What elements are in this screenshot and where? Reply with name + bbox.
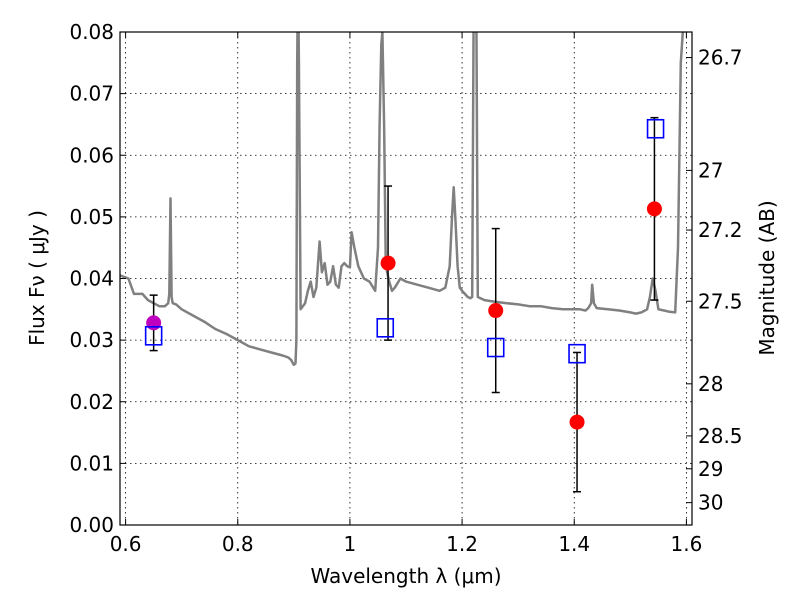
y-tick-label: 0.06	[69, 143, 114, 167]
y-axis-title: Flux Fν ( μJy )	[25, 210, 49, 346]
data-point	[146, 315, 162, 331]
model-point	[376, 317, 395, 338]
x-tick-label: 1.4	[558, 532, 590, 556]
plot-area	[120, 32, 685, 367]
x-axis-title: Wavelength λ (μm)	[310, 564, 501, 588]
y-tick-label: 0.03	[69, 328, 114, 352]
model-point	[646, 118, 665, 139]
y-tick-label: 0.02	[69, 390, 114, 414]
y-tick-label: 0.07	[69, 82, 114, 106]
x-axis: 0.6 0.8 1 1.2 1.4 1.6	[110, 32, 702, 556]
y-tick-label: 0.04	[69, 267, 114, 291]
data-point	[380, 255, 396, 271]
model-point	[486, 337, 505, 358]
y2-tick-label: 30	[698, 491, 723, 515]
data-point	[646, 201, 662, 217]
model-point	[144, 326, 163, 346]
x-tick-label: 0.8	[222, 532, 254, 556]
y-axis-right: 26.7 27 27.2 27.5 28 28.5 29 30	[686, 46, 743, 515]
markers	[144, 116, 665, 493]
y2-tick-label: 27.5	[698, 289, 743, 313]
y-tick-label: 0.01	[69, 451, 114, 475]
data-point	[488, 303, 504, 319]
x-tick-label: 0.6	[110, 532, 142, 556]
y2-tick-label: 27.2	[698, 218, 743, 242]
spectrum-line	[120, 32, 685, 367]
x-tick-label: 1	[344, 532, 357, 556]
y-tick-label: 0.00	[69, 513, 114, 537]
y2-axis-title: Magnitude (AB)	[755, 200, 779, 355]
y2-tick-label: 26.7	[698, 46, 743, 70]
y2-tick-label: 28.5	[698, 424, 743, 448]
x-tick-label: 1.2	[446, 532, 478, 556]
y-tick-label: 0.05	[69, 205, 114, 229]
data-point	[569, 414, 585, 430]
y-tick-label: 0.08	[69, 20, 114, 44]
y-axis-left: 0.00 0.01 0.02 0.03 0.04 0.05 0.06 0.07 0.08	[69, 20, 126, 537]
y2-tick-label: 29	[698, 457, 723, 481]
y2-tick-label: 27	[698, 158, 723, 182]
model-point	[568, 343, 586, 364]
y2-tick-label: 28	[698, 372, 723, 396]
x-tick-label: 1.6	[670, 532, 702, 556]
